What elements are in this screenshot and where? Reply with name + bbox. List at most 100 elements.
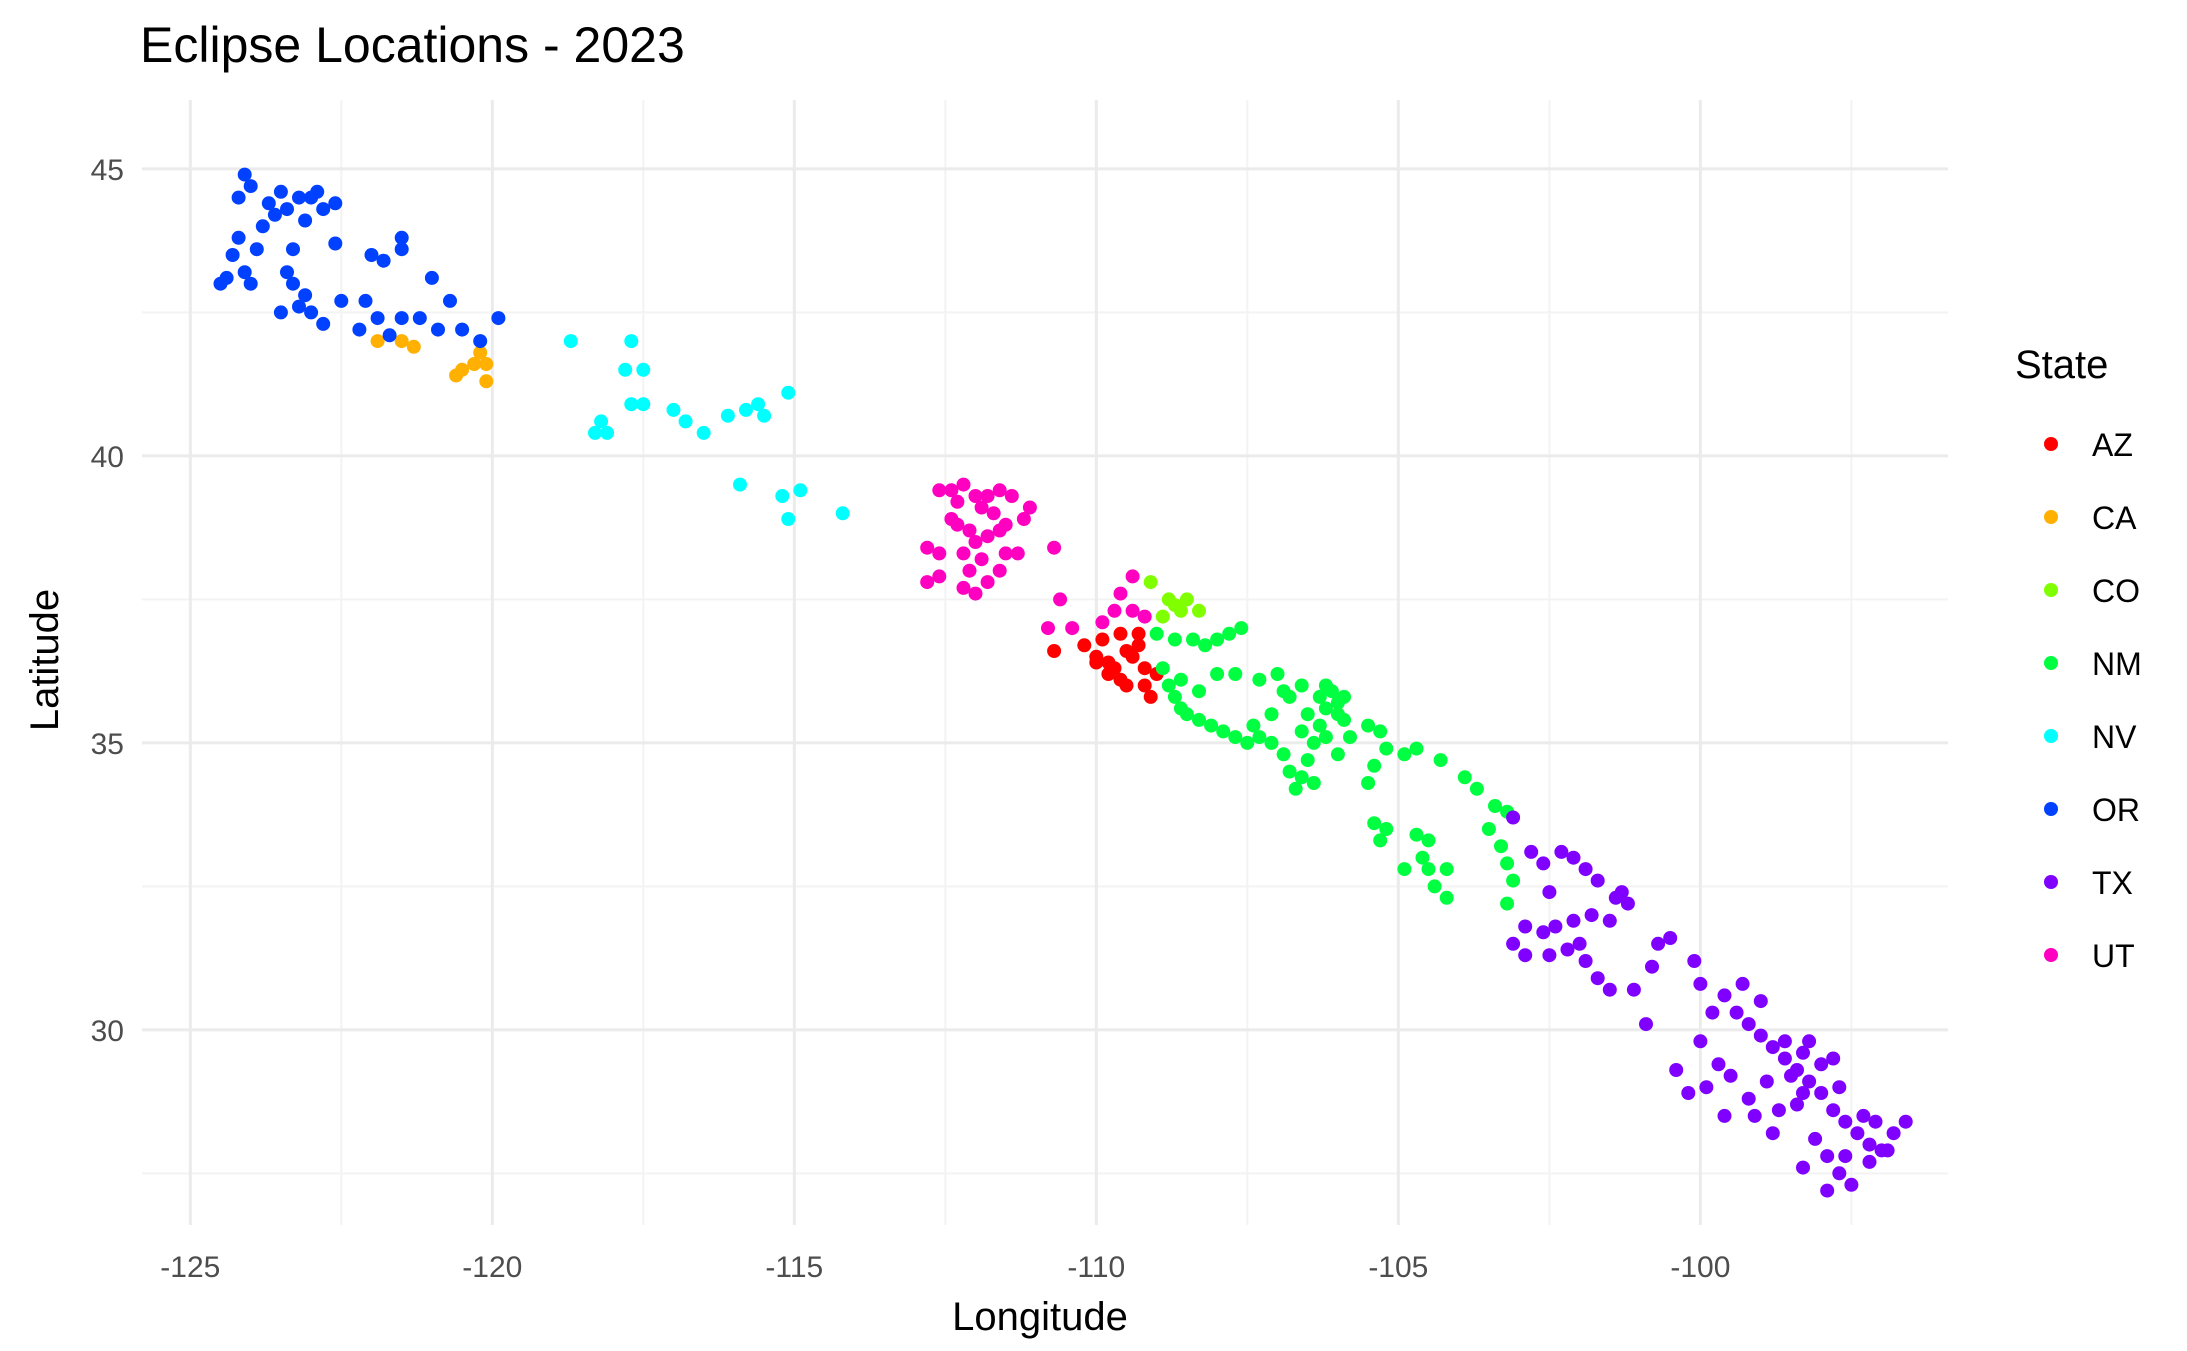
data-point-nm bbox=[1373, 833, 1388, 848]
data-point-tx bbox=[1790, 1097, 1804, 1112]
data-point-tx bbox=[1717, 988, 1732, 1003]
data-point-ut bbox=[950, 494, 965, 509]
data-point-nm bbox=[1343, 730, 1357, 745]
data-point-az bbox=[1143, 689, 1158, 704]
legend-label-or: OR bbox=[2092, 792, 2140, 828]
data-point-tx bbox=[1542, 948, 1557, 963]
data-point-tx bbox=[1759, 1074, 1774, 1089]
chart-title: Eclipse Locations - 2023 bbox=[140, 17, 685, 73]
data-point-nm bbox=[1488, 799, 1502, 813]
data-point-tx bbox=[1518, 948, 1533, 963]
data-point-nm bbox=[1282, 764, 1297, 779]
data-point-tx bbox=[1542, 885, 1557, 900]
data-point-nm bbox=[1192, 712, 1206, 727]
data-point-tx bbox=[1590, 873, 1605, 888]
data-point-nm bbox=[1494, 839, 1508, 854]
data-point-tx bbox=[1602, 982, 1617, 997]
data-point-or bbox=[376, 253, 391, 268]
data-point-nm bbox=[1312, 689, 1327, 704]
data-point-tx bbox=[1777, 1034, 1792, 1049]
data-point-tx bbox=[1566, 913, 1581, 928]
data-point-or bbox=[249, 242, 264, 257]
data-point-or bbox=[213, 276, 228, 291]
data-point-or bbox=[237, 167, 252, 182]
data-point-nm bbox=[1228, 730, 1243, 745]
data-point-tx bbox=[1898, 1114, 1913, 1129]
data-point-tx bbox=[1765, 1126, 1780, 1141]
data-point-tx bbox=[1844, 1177, 1859, 1192]
data-point-nm bbox=[1192, 684, 1206, 699]
data-point-co bbox=[1192, 603, 1206, 618]
data-point-nv bbox=[678, 414, 693, 429]
data-point-tx bbox=[1687, 954, 1702, 968]
data-point-nm bbox=[1439, 862, 1454, 877]
legend-label-nv: NV bbox=[2092, 719, 2137, 755]
data-point-nm bbox=[1276, 684, 1291, 699]
data-point-nm bbox=[1300, 707, 1315, 722]
data-point-tx bbox=[1614, 885, 1629, 900]
data-point-tx bbox=[1808, 1131, 1823, 1146]
data-point-ut bbox=[944, 483, 959, 498]
data-point-nm bbox=[1240, 735, 1255, 750]
legend: State AZ CA CO NM NV OR TX UT bbox=[2015, 343, 2142, 974]
data-point-or bbox=[304, 305, 319, 320]
data-point-ut bbox=[920, 575, 935, 590]
data-point-tx bbox=[1814, 1086, 1829, 1100]
data-point-nm bbox=[1155, 661, 1170, 676]
data-point-nm bbox=[1337, 689, 1351, 704]
data-point-ut bbox=[920, 540, 935, 555]
data-point-or bbox=[292, 299, 306, 314]
data-point-nv bbox=[781, 512, 796, 526]
legend-title: State bbox=[2015, 343, 2108, 387]
data-point-tx bbox=[1590, 971, 1605, 986]
data-point-tx bbox=[1699, 1080, 1714, 1095]
data-point-ut bbox=[992, 563, 1007, 578]
data-point-or bbox=[298, 288, 313, 303]
data-point-ut bbox=[1113, 586, 1128, 601]
data-point-tx bbox=[1506, 810, 1521, 825]
data-point-nv bbox=[720, 408, 735, 423]
data-point-nv bbox=[594, 414, 609, 429]
legend-key-nv bbox=[2044, 729, 2058, 743]
data-point-tx bbox=[1663, 931, 1678, 945]
legend-key-ca bbox=[2044, 510, 2058, 524]
data-point-tx bbox=[1506, 936, 1521, 951]
data-point-nm bbox=[1330, 707, 1345, 722]
data-point-or bbox=[334, 293, 349, 308]
data-point-ut bbox=[980, 489, 995, 503]
legend-label-az: AZ bbox=[2092, 427, 2133, 463]
data-point-tx bbox=[1832, 1166, 1847, 1181]
data-point-nm bbox=[1306, 776, 1321, 790]
data-point-or bbox=[443, 293, 457, 308]
data-point-or bbox=[237, 265, 252, 280]
data-point-ut bbox=[1004, 489, 1019, 503]
data-point-or bbox=[352, 322, 367, 337]
legend-key-az bbox=[2044, 437, 2058, 451]
data-point-az bbox=[1047, 644, 1062, 658]
data-point-az bbox=[1131, 638, 1146, 653]
data-point-nm bbox=[1318, 701, 1333, 716]
data-point-ut bbox=[1137, 609, 1152, 624]
data-point-ut bbox=[968, 535, 983, 549]
data-point-or bbox=[358, 293, 373, 308]
data-point-ut bbox=[956, 546, 971, 561]
data-point-tx bbox=[1620, 896, 1635, 911]
data-point-nv bbox=[835, 506, 850, 521]
data-point-nm bbox=[1367, 816, 1382, 831]
x-tick-label: -120 bbox=[462, 1251, 522, 1284]
data-point-or bbox=[267, 207, 282, 222]
data-point-tx bbox=[1729, 1005, 1744, 1020]
data-point-ut bbox=[1010, 546, 1025, 561]
data-point-az bbox=[1119, 678, 1134, 693]
data-point-ut bbox=[956, 580, 971, 595]
data-point-nm bbox=[1210, 667, 1225, 681]
data-point-az bbox=[1131, 626, 1146, 641]
data-point-nv bbox=[636, 397, 651, 412]
data-point-tx bbox=[1669, 1063, 1684, 1077]
x-tick-label: -110 bbox=[1067, 1251, 1125, 1284]
data-point-or bbox=[316, 316, 331, 331]
data-point-tx bbox=[1753, 1028, 1768, 1043]
data-point-nv bbox=[624, 334, 639, 349]
data-point-tx bbox=[1856, 1108, 1871, 1123]
data-point-co bbox=[1143, 575, 1158, 590]
